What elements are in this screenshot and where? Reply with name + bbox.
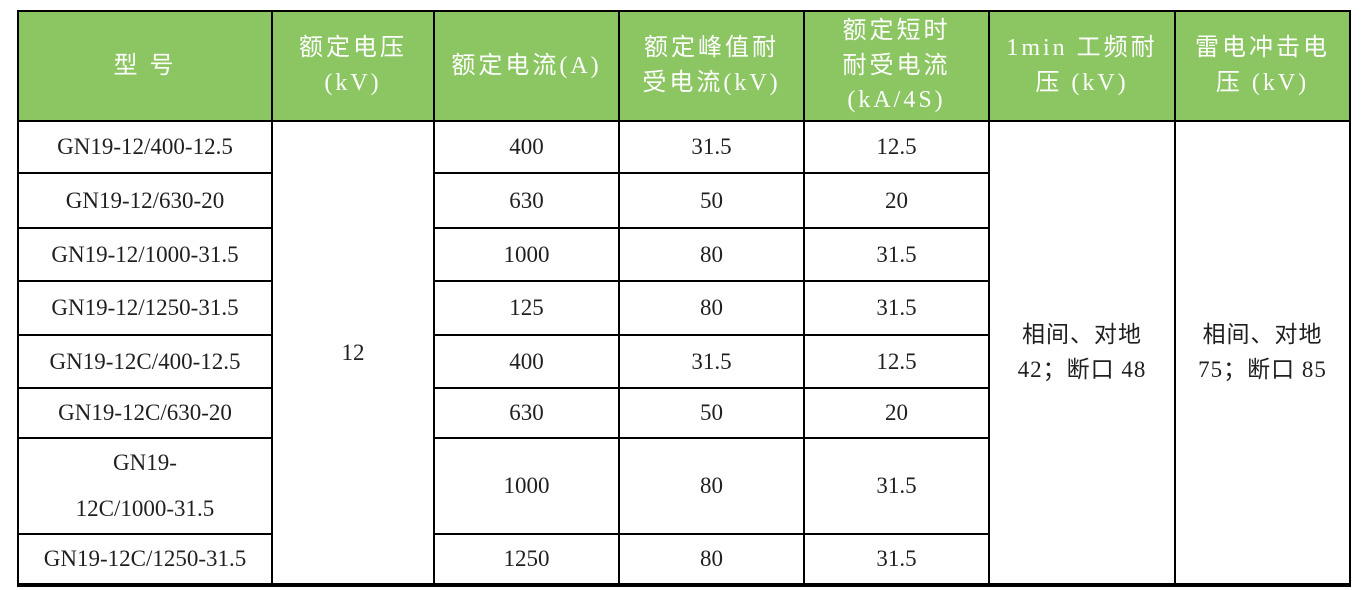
- model-cell: GN19-12C/1250-31.5: [17, 533, 273, 586]
- power-frequency-merged-cell: 相间、对地 42；断口 48: [988, 120, 1176, 586]
- peak-cell: 80: [618, 227, 805, 282]
- peak-cell: 50: [618, 387, 805, 439]
- switchgear-spec-table: 型 号 额定电压 (kV) 额定电流(A) 额定峰值耐 受电流(kV) 额定短时…: [17, 10, 1351, 587]
- current-cell: 630: [433, 387, 620, 439]
- peak-cell: 50: [618, 172, 805, 229]
- table-row: GN19-12C/1250-31.5 1250 80 31.5: [17, 533, 1350, 586]
- model-cell: GN19-12C/400-12.5: [17, 334, 273, 389]
- table-row: GN19-12/400-12.5 12 400 31.5 12.5 相间、对地 …: [17, 120, 1351, 586]
- model-cell: GN19-12C/630-20: [17, 387, 273, 439]
- peak-cell: 31.5: [618, 334, 805, 389]
- header-peak-withstand-current: 额定峰值耐 受电流(kV): [618, 10, 805, 122]
- current-cell: 1000: [433, 227, 620, 282]
- table-row: GN19-12C/400-12.5 400 31.5 12.5: [17, 334, 1350, 389]
- table-row: GN19- 12C/1000-31.5 1000 80 31.5: [17, 437, 1350, 535]
- short-time-cell: 20: [803, 172, 990, 229]
- table-row: GN19-12C/630-20 630 50 20: [17, 387, 1350, 439]
- header-lightning-impulse-voltage: 雷电冲击电 压 (kV): [1174, 10, 1351, 122]
- model-cell: GN19-12/630-20: [17, 172, 273, 229]
- header-model: 型 号: [17, 10, 273, 122]
- peak-cell: 80: [618, 437, 805, 535]
- short-time-cell: 31.5: [803, 280, 990, 336]
- header-rated-current: 额定电流(A): [433, 10, 620, 122]
- table-row: GN19-12/1250-31.5 125 80 31.5: [17, 280, 1350, 336]
- table-row: GN19-12/630-20 630 50 20: [17, 172, 1350, 229]
- header-short-time-withstand-current: 额定短时 耐受电流 (kA/4S): [803, 10, 990, 122]
- peak-cell: 31.5: [618, 120, 805, 174]
- rated-voltage-merged-cell: 12: [271, 120, 435, 586]
- current-cell: 400: [433, 334, 620, 389]
- peak-cell: 80: [618, 533, 805, 586]
- current-cell: 400: [433, 120, 620, 174]
- short-time-cell: 12.5: [803, 334, 990, 389]
- model-cell: GN19-12/400-12.5: [17, 120, 273, 174]
- current-cell: 1000: [433, 437, 620, 535]
- header-row: 型 号 额定电压 (kV) 额定电流(A) 额定峰值耐 受电流(kV) 额定短时…: [17, 10, 1351, 122]
- peak-cell: 80: [618, 280, 805, 336]
- short-time-cell: 20: [803, 387, 990, 439]
- header-power-frequency-withstand-voltage: 1min 工频耐 压 (kV): [988, 10, 1176, 122]
- header-rated-voltage: 额定电压 (kV): [271, 10, 435, 122]
- short-time-cell: 31.5: [803, 437, 990, 535]
- short-time-cell: 12.5: [803, 120, 990, 174]
- current-cell: 1250: [433, 533, 620, 586]
- lightning-impulse-merged-cell: 相间、对地 75；断口 85: [1174, 120, 1351, 586]
- current-cell: 125: [433, 280, 620, 336]
- table-row: GN19-12/1000-31.5 1000 80 31.5: [17, 227, 1350, 282]
- model-cell: GN19- 12C/1000-31.5: [17, 437, 273, 535]
- short-time-cell: 31.5: [803, 533, 990, 586]
- model-cell: GN19-12/1250-31.5: [17, 280, 273, 336]
- current-cell: 630: [433, 172, 620, 229]
- short-time-cell: 31.5: [803, 227, 990, 282]
- model-cell: GN19-12/1000-31.5: [17, 227, 273, 282]
